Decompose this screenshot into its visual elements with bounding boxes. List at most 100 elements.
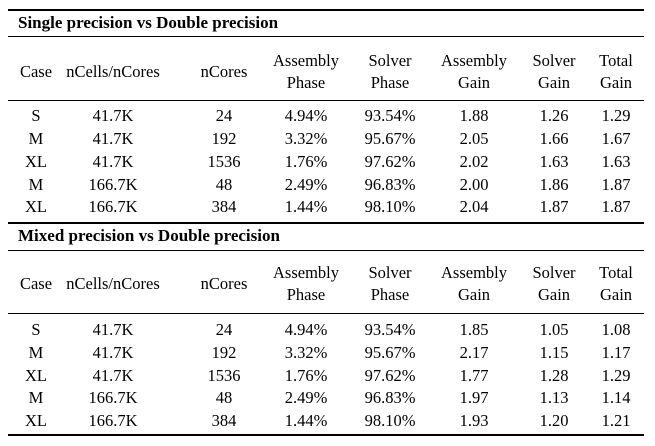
column-header-line2: Gain: [599, 73, 633, 92]
table-cell: 97.62%: [364, 152, 416, 171]
section-top-rule: [8, 222, 644, 224]
table-cell: 41.7K: [92, 366, 134, 385]
table-cell: 166.7K: [88, 411, 138, 430]
table-cell: 1536: [207, 366, 241, 385]
table-cell: 1.86: [539, 175, 569, 194]
table-cell: 166.7K: [88, 388, 138, 407]
column-header: Assembly: [441, 51, 507, 70]
table-cell: 97.62%: [364, 366, 416, 385]
column-header: Solver: [368, 51, 412, 70]
table-cell: 2.49%: [284, 175, 328, 194]
table-cell: 24: [215, 320, 233, 339]
column-header: Case: [19, 62, 53, 81]
table-cell: 98.10%: [364, 197, 416, 216]
column-header: Case: [19, 274, 53, 293]
table-cell: 1.85: [459, 320, 489, 339]
table-cell: 93.54%: [364, 106, 416, 125]
table-cell: 4.94%: [284, 320, 328, 339]
column-header-line2: Gain: [457, 285, 491, 304]
table-cell: 1.66: [539, 129, 569, 148]
table-cell: M: [28, 129, 44, 148]
column-header-line2: Phase: [286, 73, 326, 92]
table-cell: 1.15: [539, 343, 569, 362]
table-cell: S: [31, 106, 41, 125]
table-cell: 1.28: [539, 366, 569, 385]
table-cell: XL: [25, 197, 47, 216]
table-cell: 1.87: [539, 197, 569, 216]
table-cell: 2.17: [459, 343, 489, 362]
table-cell: 1.87: [601, 175, 631, 194]
column-header: Assembly: [441, 263, 507, 282]
column-header-line2: Gain: [537, 285, 571, 304]
header-rule: [8, 100, 644, 101]
table-cell: 48: [215, 175, 233, 194]
table-cell: 1.44%: [284, 411, 328, 430]
table-cell: 48: [215, 388, 233, 407]
column-header-line2: Phase: [286, 285, 326, 304]
table-bottom-rule: [8, 434, 644, 436]
table-cell: 192: [211, 129, 237, 148]
table-cell: 1.14: [601, 388, 631, 407]
column-header: Solver: [532, 51, 576, 70]
table-cell: 166.7K: [88, 197, 138, 216]
table-cell: 1.67: [601, 129, 631, 148]
table-cell: 1.63: [601, 152, 631, 171]
header-rule: [8, 313, 644, 314]
column-header: nCells/nCores: [66, 274, 160, 293]
column-header: nCells/nCores: [66, 62, 160, 81]
table-cell: M: [28, 175, 44, 194]
table-cell: 1.87: [601, 197, 631, 216]
table-cell: 95.67%: [364, 129, 416, 148]
table-cell: 1.08: [601, 320, 631, 339]
table-cell: 384: [211, 197, 237, 216]
column-header-line2: Gain: [537, 73, 571, 92]
column-header: Solver: [532, 263, 576, 282]
table-cell: M: [28, 343, 44, 362]
table-cell: 1.44%: [284, 197, 328, 216]
section-title: Single precision vs Double precision: [18, 13, 279, 32]
table-cell: 93.54%: [364, 320, 416, 339]
table-cell: 384: [211, 411, 237, 430]
table-cell: 24: [215, 106, 233, 125]
table-cell: 3.32%: [284, 129, 328, 148]
column-header: Assembly: [273, 263, 339, 282]
table-cell: M: [28, 388, 44, 407]
table-cell: XL: [25, 152, 47, 171]
table-cell: 41.7K: [92, 343, 134, 362]
table-cell: XL: [25, 411, 47, 430]
table-cell: 1.21: [601, 411, 631, 430]
table-cell: 4.94%: [284, 106, 328, 125]
table-cell: 2.04: [459, 197, 489, 216]
table-cell: XL: [25, 366, 47, 385]
table-cell: 1536: [207, 152, 241, 171]
table-cell: 1.76%: [284, 366, 328, 385]
column-header: nCores: [200, 62, 248, 81]
table-cell: 1.29: [601, 366, 631, 385]
column-header: Total: [599, 263, 633, 282]
table-cell: 95.67%: [364, 343, 416, 362]
section-top-rule: [8, 9, 644, 11]
section-title-rule: [8, 250, 644, 251]
table-cell: 1.05: [539, 320, 569, 339]
section-title: Mixed precision vs Double precision: [18, 226, 280, 245]
table-cell: 1.93: [459, 411, 489, 430]
table-cell: 1.20: [539, 411, 569, 430]
table-cell: 1.97: [459, 388, 489, 407]
table-cell: 41.7K: [92, 106, 134, 125]
table-cell: 1.29: [601, 106, 631, 125]
table-cell: 41.7K: [92, 320, 134, 339]
table-cell: 96.83%: [364, 388, 416, 407]
column-header-line2: Phase: [370, 285, 410, 304]
column-header: nCores: [200, 274, 248, 293]
table-cell: 98.10%: [364, 411, 416, 430]
table-cell: 1.13: [539, 388, 569, 407]
table-cell: 192: [211, 343, 237, 362]
column-header: Solver: [368, 263, 412, 282]
table-cell: 96.83%: [364, 175, 416, 194]
column-header: Total: [599, 51, 633, 70]
section-title-rule: [8, 36, 644, 37]
table-cell: 166.7K: [88, 175, 138, 194]
column-header-line2: Gain: [457, 73, 491, 92]
table-cell: 1.88: [459, 106, 489, 125]
table-cell: 1.63: [539, 152, 569, 171]
